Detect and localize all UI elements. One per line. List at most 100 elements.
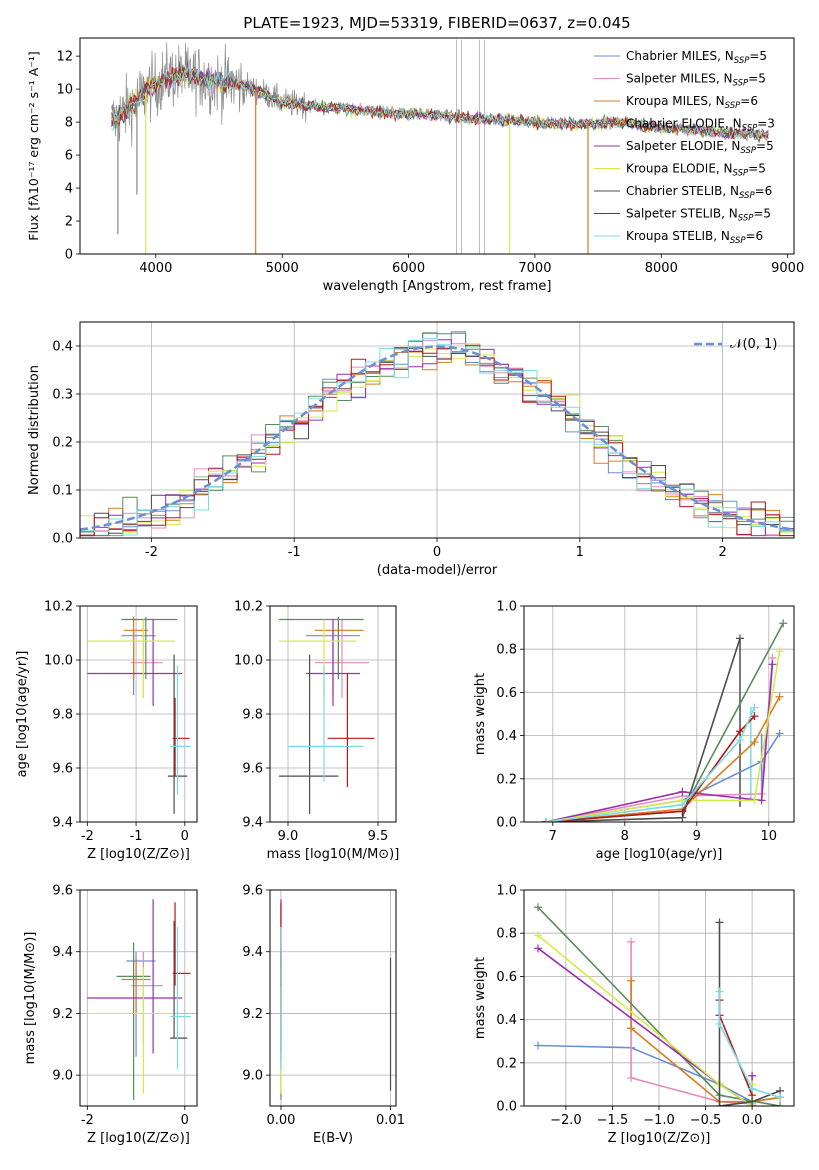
- y-tick-label: 10.0: [44, 654, 73, 669]
- x-tick-label: 10: [761, 829, 778, 844]
- weight-point-marker: [775, 692, 784, 701]
- weight-point-marker: [775, 647, 784, 656]
- y-tick-label: 6: [65, 149, 73, 164]
- age_vs_mass-plot-area: [279, 616, 375, 814]
- mass_vs_Z-axes: -2 0 9.0 9.2 9.4 9.6 Z [log10(Z/Z⊙)] mass [log1…: [23, 884, 198, 1146]
- figure-title: PLATE=1923, MJD=53319, FIBERID=0637, z=0…: [243, 14, 630, 32]
- x-tick-label: 9: [693, 829, 701, 844]
- weight-line: [718, 991, 781, 1099]
- weight_vs_Z-plot-area: [533, 903, 785, 1106]
- weight-point-marker: [678, 800, 687, 809]
- weight_vs_age-plot-area: [541, 619, 788, 822]
- weight-point-marker: [736, 735, 744, 744]
- x-axis-label: Z [log10(Z/Z⊙)]: [608, 1131, 711, 1146]
- x-tick-label: −2.0: [550, 1113, 582, 1128]
- axes-frame: [79, 37, 795, 255]
- y-tick-label: 9.2: [242, 1007, 263, 1022]
- weight-point-marker: [715, 918, 724, 927]
- y-tick-label: 9.4: [242, 816, 263, 831]
- x-axis-label: E(B-V): [313, 1131, 353, 1146]
- y-tick-label: 8: [65, 116, 73, 131]
- x-tick-label: 4000: [139, 261, 172, 276]
- x-tick-label: 5000: [266, 261, 299, 276]
- y-tick-label: 9.4: [52, 945, 73, 960]
- y-tick-label: 0.4: [52, 340, 73, 355]
- residual-legend: 𝒩(0, 1): [694, 337, 777, 352]
- axes-frame: [79, 889, 198, 1107]
- y-axis-label: Flux [fλ10⁻¹⁷ erg cm⁻² s⁻¹ A⁻¹]: [26, 51, 41, 240]
- y-tick-label: 0.4: [496, 1013, 517, 1028]
- x-tick-label: -2: [81, 829, 94, 844]
- weight-point-marker: [627, 1073, 636, 1082]
- weight-point-marker: [533, 931, 542, 940]
- axes-frame: [269, 605, 397, 823]
- x-tick-label: 6000: [392, 261, 425, 276]
- y-tick-label: 9.0: [242, 1069, 263, 1084]
- y-tick-label: 0.0: [496, 816, 517, 831]
- y-tick-label: 0.6: [496, 686, 517, 701]
- y-tick-label: 0.0: [496, 1100, 517, 1115]
- age_vs_mass-axes: 9.0 9.5 9.4 9.6 9.8 10.0 10.2 mass [log10(M/M⊙)…: [234, 600, 399, 863]
- x-tick-label: -2: [145, 545, 158, 560]
- y-tick-label: 0.6: [496, 970, 517, 985]
- spectrum-plot-area: [111, 39, 769, 254]
- x-tick-label: 8: [621, 829, 629, 844]
- axes-frame: [523, 889, 795, 1107]
- weight-point-marker: [775, 729, 784, 738]
- legend-label: Chabrier STELIB, NSSP=6: [626, 184, 772, 201]
- weight-point-marker: [541, 818, 550, 822]
- weight-point-marker: [776, 1093, 785, 1102]
- x-tick-label: 9000: [771, 261, 804, 276]
- weight-point-marker: [776, 1102, 785, 1106]
- weight-point-marker: [750, 738, 759, 747]
- y-tick-label: 9.4: [242, 945, 263, 960]
- y-axis-label: Normed distribution: [27, 365, 42, 495]
- weight-point-marker: [715, 1019, 724, 1028]
- x-axis-label: age [log10(age/yr)]: [596, 847, 723, 862]
- weight-line: [718, 922, 781, 1106]
- x-tick-label: 0: [181, 1113, 189, 1128]
- axes-frame: [79, 321, 795, 539]
- weight-point-marker: [533, 944, 542, 953]
- weight-point-marker: [748, 1084, 757, 1093]
- weight-point-marker: [533, 903, 542, 912]
- age_vs_Z-axes: -2 -1 0 9.4 9.6 9.8 10.0 10.2 Z [log10(Z/Z⊙)] age…: [15, 600, 198, 862]
- y-tick-label: 0.4: [496, 729, 517, 744]
- y-tick-label: 9.8: [242, 708, 263, 723]
- x-tick-label: −1.0: [643, 1113, 675, 1128]
- y-tick-label: 1.0: [496, 884, 517, 899]
- y-tick-label: 0.2: [496, 1056, 517, 1071]
- x-tick-label: 0: [181, 829, 189, 844]
- weight-point-marker: [627, 976, 636, 985]
- model-spectrum-line: [111, 66, 769, 140]
- weight-point-marker: [736, 634, 744, 643]
- x-tick-label: -1: [288, 545, 301, 560]
- legend-label: Salpeter STELIB, NSSP=5: [626, 207, 771, 224]
- y-tick-label: 0.1: [52, 484, 73, 499]
- y-tick-label: 0.0: [52, 532, 73, 547]
- legend-label: Kroupa STELIB, NSSP=6: [626, 229, 763, 246]
- spectrum-legend: Chabrier MILES, NSSP=5 Salpeter MILES, NS…: [594, 49, 775, 246]
- y-axis-label: mass weight: [473, 957, 488, 1039]
- weight-line: [545, 707, 756, 822]
- x-tick-label: 9.0: [278, 829, 299, 844]
- weight-line: [545, 651, 781, 822]
- x-tick-label: -1: [130, 829, 143, 844]
- spectrum-axes: 4000 5000 6000 7000 8000 9000 0 2 4 6 8 10 12 wavelen…: [26, 37, 804, 294]
- axes-frame: [79, 605, 198, 823]
- weight-point-marker: [715, 1102, 724, 1106]
- x-tick-label: 7: [549, 829, 557, 844]
- weight-point-marker: [627, 937, 636, 946]
- weight-point-marker: [627, 1024, 636, 1033]
- x-tick-label: 1: [576, 545, 584, 560]
- weight-line: [718, 1000, 753, 1096]
- y-tick-label: 0.3: [52, 388, 73, 403]
- legend-label: Chabrier MILES, NSSP=5: [626, 49, 767, 66]
- x-tick-label: −0.5: [690, 1113, 722, 1128]
- y-axis-label: mass weight: [473, 673, 488, 755]
- x-tick-label: −1.5: [597, 1113, 629, 1128]
- weight_vs_Z-axes: −2.0 −1.5 −1.0 −0.5 0.0 0.0 0.2 0.4 0.6 0.8 1.0 Z […: [473, 884, 795, 1146]
- axes-frame: [523, 605, 795, 823]
- weight-point-marker: [750, 712, 759, 721]
